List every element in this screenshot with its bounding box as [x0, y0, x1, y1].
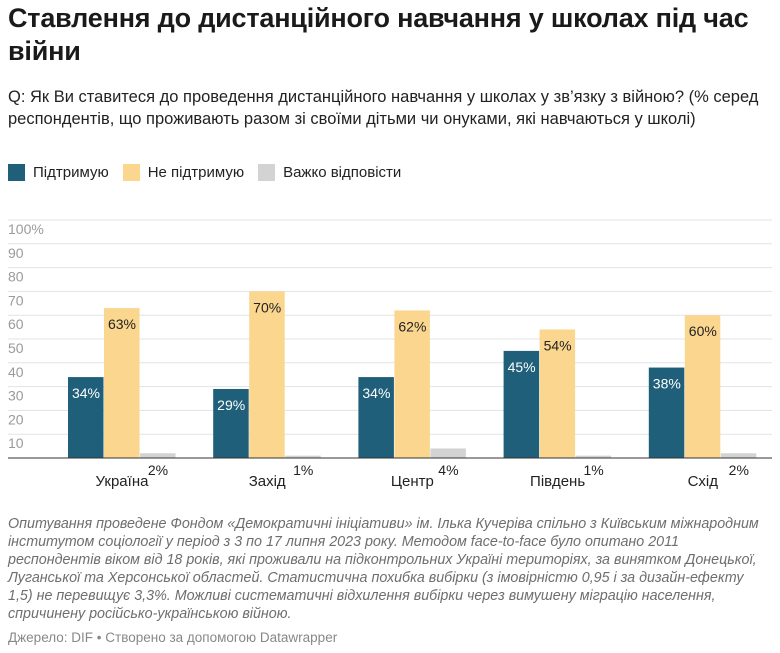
data-label: 45%: [508, 359, 536, 375]
data-label: 54%: [544, 337, 572, 353]
data-label: 34%: [72, 385, 100, 401]
bar: [68, 377, 104, 458]
data-label: 70%: [253, 299, 281, 315]
legend-label-support: Підтримую: [33, 164, 109, 181]
data-label: 38%: [653, 376, 681, 392]
bar: [684, 315, 721, 458]
y-tick-label: 20: [8, 411, 24, 427]
bar: [394, 310, 430, 458]
bar: [575, 455, 612, 458]
methodology-notes: Опитування проведене Фондом «Демократичн…: [8, 516, 759, 622]
bar: [140, 453, 176, 458]
bar: [104, 308, 140, 458]
data-label: 29%: [217, 397, 245, 413]
chart-question: Q: Як Ви ставитеся до проведення дистанц…: [8, 88, 759, 128]
y-tick-label: 100%: [8, 221, 44, 237]
legend-item-oppose: Не підтримую: [122, 164, 245, 181]
bar: [720, 453, 757, 458]
y-tick-label: 60: [8, 316, 24, 332]
bar: [430, 448, 466, 458]
category-label: Схід: [688, 473, 719, 490]
legend-swatch-hard-to-say: [258, 164, 276, 181]
legend-label-oppose: Не підтримую: [147, 164, 245, 181]
legend: Підтримую Не підтримую Важко відповісти: [8, 164, 415, 181]
data-label: 63%: [108, 316, 136, 332]
category-label: Південь: [530, 473, 585, 490]
data-label: 60%: [689, 323, 717, 339]
data-label: 1%: [583, 462, 603, 478]
bar: [213, 388, 249, 458]
y-tick-label: 30: [8, 388, 24, 404]
category-label: Захід: [249, 473, 286, 490]
y-tick-label: 90: [8, 245, 24, 261]
bar: [503, 350, 540, 458]
data-label: 2%: [729, 462, 749, 478]
y-tick-label: 70: [8, 292, 24, 308]
legend-item-hard-to-say: Важко відповісти: [258, 164, 401, 181]
chart-title: Ставлення до дистанційного навчання у шк…: [8, 3, 749, 66]
data-label: 1%: [293, 462, 313, 478]
y-tick-label: 50: [8, 340, 24, 356]
y-tick-label: 10: [8, 435, 24, 451]
data-label: 4%: [438, 462, 458, 478]
bar: [249, 291, 285, 458]
bar: [648, 367, 685, 458]
data-label: 34%: [362, 385, 390, 401]
bar: [358, 377, 394, 458]
bar: [285, 455, 321, 458]
y-tick-label: 80: [8, 269, 24, 285]
category-label: Україна: [96, 473, 150, 490]
source-line: Джерело: DIF • Створено за допомогою Dat…: [8, 630, 338, 645]
legend-swatch-support: [8, 164, 25, 181]
y-tick-label: 40: [8, 364, 24, 380]
data-label: 2%: [148, 462, 168, 478]
legend-item-support: Підтримую: [8, 164, 109, 181]
legend-swatch-oppose: [122, 164, 140, 181]
bar-chart: 102030405060708090100%34%63%2%Україна29%…: [8, 219, 772, 490]
legend-label-hard-to-say: Важко відповісти: [283, 164, 402, 181]
category-label: Центр: [391, 473, 434, 490]
bar: [539, 329, 576, 458]
data-label: 62%: [398, 318, 426, 334]
